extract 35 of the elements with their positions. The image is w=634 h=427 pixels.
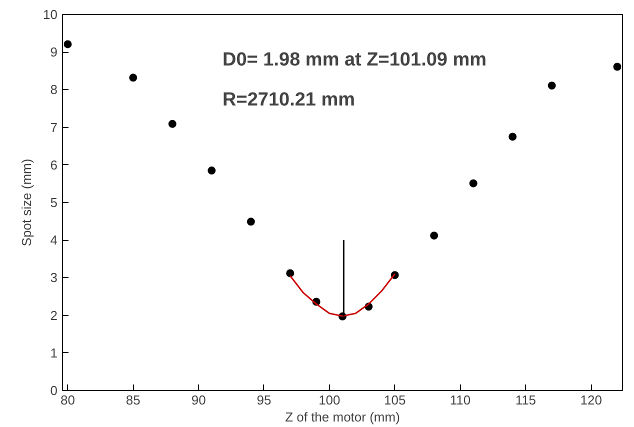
y-tick-label: 7: [50, 120, 58, 135]
point: [548, 82, 556, 90]
point: [286, 269, 294, 278]
point: [613, 62, 622, 71]
y-tick-label: 1: [50, 345, 58, 360]
x-tick-label: 120: [580, 392, 602, 408]
point: [469, 179, 478, 188]
y-axis-title: Spot size (mm): [19, 158, 34, 246]
x-axis-title: Z of the motor (mm): [285, 410, 400, 424]
x-tick-label: 90: [191, 392, 206, 408]
y-tick-label: 10: [43, 7, 58, 22]
x-tick-label: 115: [515, 392, 536, 408]
x-tick-label: 80: [60, 392, 75, 408]
y-tick-label: 8: [50, 82, 58, 98]
x-tick-label: 110: [450, 392, 471, 408]
y-tick-label: 6: [50, 157, 58, 172]
annotation: R=2710.21 mm: [222, 90, 356, 110]
annotation: D0= 1.98 mm at Z=101.09 mm: [222, 50, 487, 70]
point: [430, 232, 438, 240]
point: [168, 120, 176, 128]
x-tick-label: 100: [318, 392, 340, 408]
point: [129, 74, 138, 82]
y-tick-label: 9: [50, 44, 58, 60]
y-tick-label: 3: [50, 270, 58, 286]
x-tick-label: 95: [256, 392, 272, 408]
x-tick-label: 105: [384, 392, 406, 408]
y-tick-label: 2: [50, 308, 58, 323]
point: [208, 166, 216, 175]
x-tick-label: 85: [126, 392, 140, 408]
y-tick-label: 4: [50, 232, 58, 248]
point: [508, 132, 517, 141]
point: [246, 218, 255, 226]
y-tick-label: 0: [50, 383, 58, 398]
y-tick-label: 5: [50, 195, 58, 210]
point: [64, 40, 72, 48]
